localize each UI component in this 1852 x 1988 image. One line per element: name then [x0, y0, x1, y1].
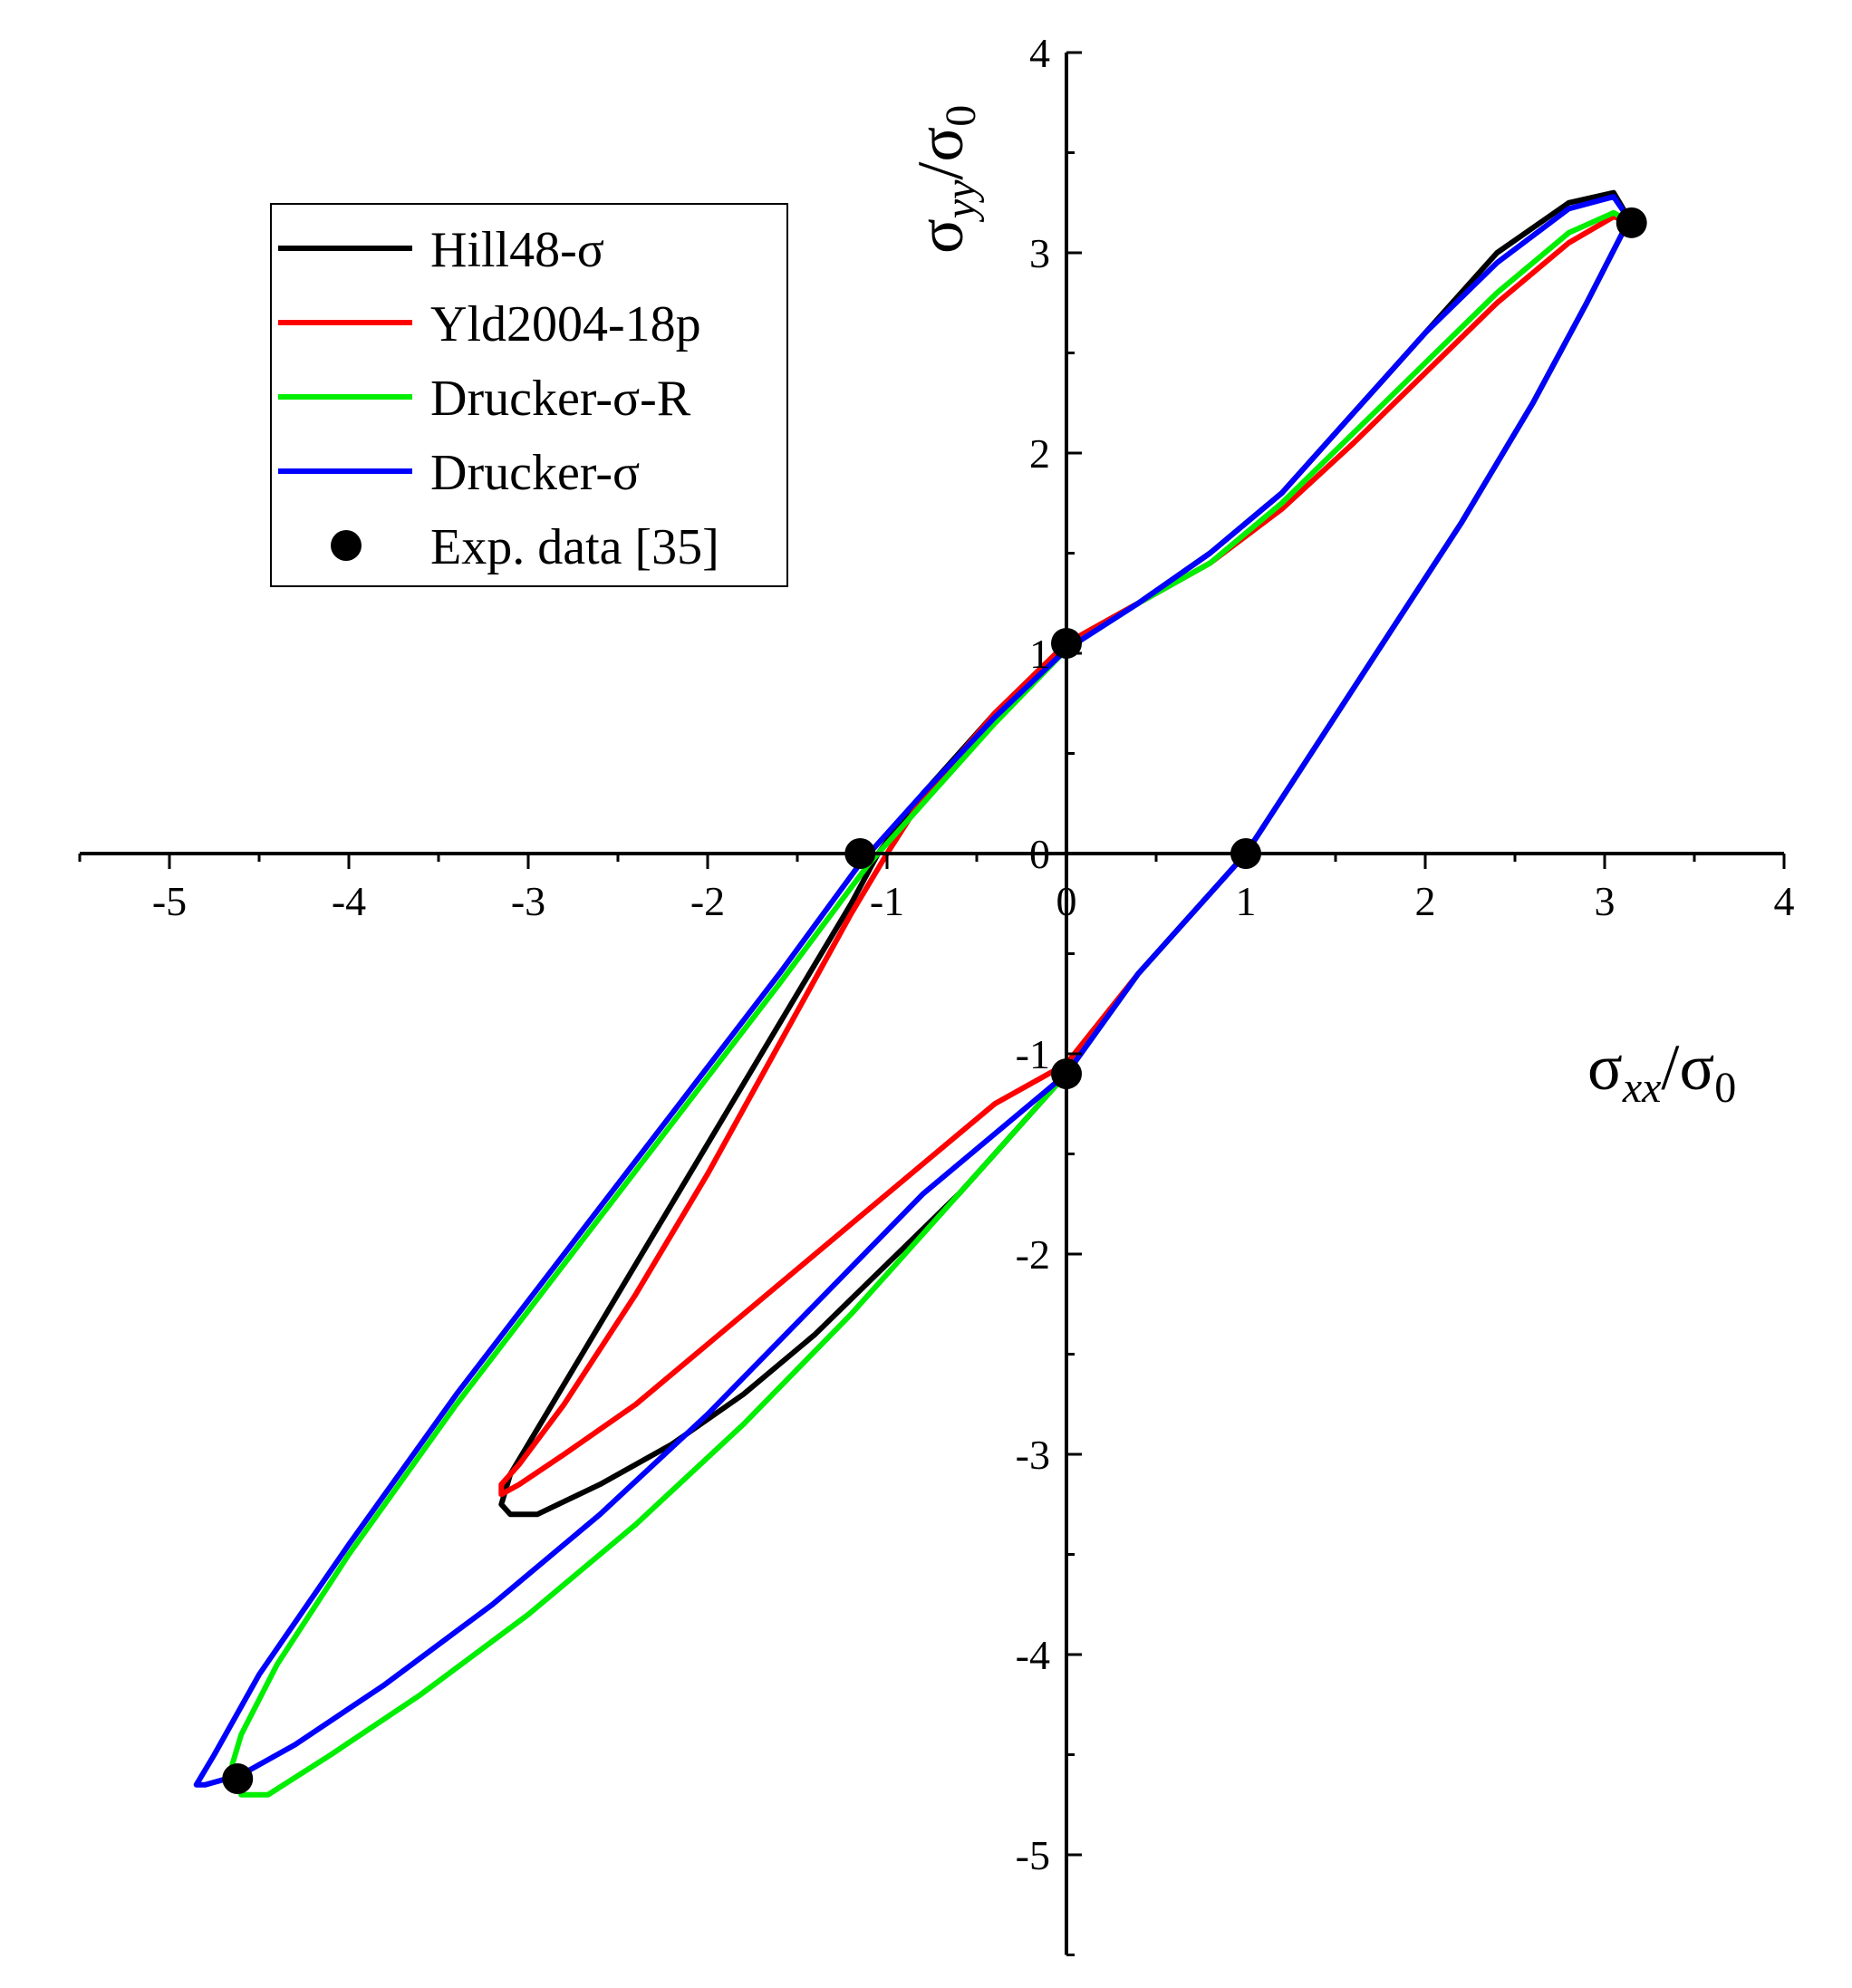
legend-label-drucker: Drucker-σ — [430, 445, 640, 501]
y-tick-label: -5 — [1016, 1832, 1050, 1878]
x-tick-label: -3 — [511, 878, 545, 924]
y-axis-label: σyy/σ0 — [904, 105, 985, 254]
x-tick-label: 2 — [1415, 878, 1436, 924]
exp-data-point — [1051, 627, 1082, 659]
exp-data-point — [1051, 1058, 1082, 1090]
y-tick-label: 4 — [1029, 30, 1050, 76]
exp-data-point — [844, 838, 876, 869]
x-tick-label: 1 — [1236, 878, 1257, 924]
y-tick-label: -2 — [1016, 1231, 1050, 1278]
y-tick-label: 3 — [1029, 230, 1050, 276]
exp-data-point — [1616, 207, 1647, 238]
y-tick-label: -3 — [1016, 1432, 1050, 1478]
x-tick-label: -5 — [152, 878, 187, 924]
series-line-3 — [193, 194, 1635, 1788]
legend-marker-exp — [331, 530, 362, 561]
x-tick-label: -2 — [690, 878, 725, 924]
y-tick-label: 1 — [1029, 631, 1050, 677]
exp-data-point — [222, 1763, 254, 1795]
x-tick-label: -1 — [870, 878, 904, 924]
exp-data-point — [1230, 838, 1261, 869]
x-axis-label: σxx/σ0 — [1587, 1031, 1736, 1112]
y-tick-label: 0 — [1029, 831, 1050, 877]
y-tick-label: -4 — [1016, 1632, 1050, 1678]
y-tick-label: 2 — [1029, 430, 1050, 477]
markers-layer — [222, 207, 1647, 1795]
x-tick-label: -4 — [332, 878, 366, 924]
x-tick-label: 4 — [1774, 878, 1795, 924]
legend-label-exp: Exp. data [35] — [430, 519, 719, 575]
legend-label-drucker-r: Drucker-σ-R — [430, 371, 691, 427]
legend-label-hill48: Hill48-σ — [430, 222, 604, 278]
y-tick-label: -1 — [1016, 1031, 1050, 1077]
x-tick-label: 0 — [1056, 878, 1077, 924]
x-tick-label: 3 — [1595, 878, 1616, 924]
axes-layer: -5 -4 -3 -2 -1 0 1 2 3 4 -5 -4 -3 -2 -1 1 2 3 4 0 — [78, 30, 1795, 1956]
legend: Hill48-σ Yld2004-18p Drucker-σ-R Drucker… — [270, 203, 788, 587]
legend-label-yld2004: Yld2004-18p — [430, 296, 701, 352]
